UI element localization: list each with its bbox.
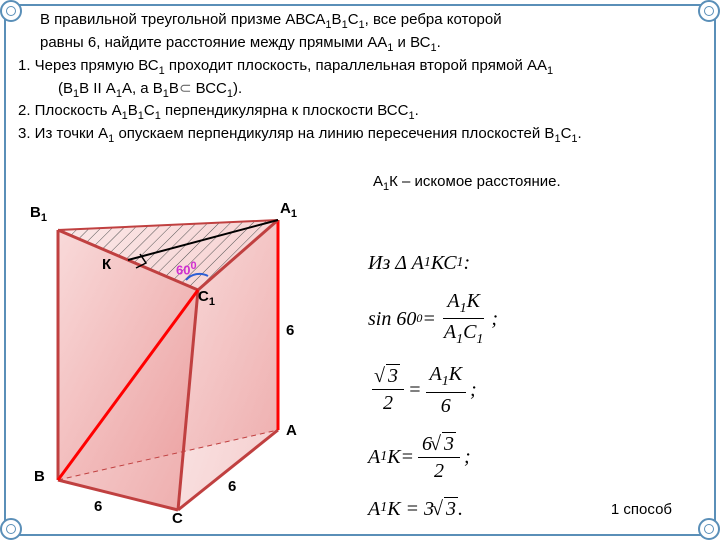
- vertex-label-b1: В1: [30, 204, 47, 224]
- text: С: [144, 102, 155, 119]
- vertex-label-a1: А1: [280, 200, 297, 220]
- text: В: [332, 11, 342, 28]
- text: С: [348, 11, 359, 28]
- text: проходит плоскость, параллельная второй …: [165, 57, 547, 74]
- text: , все ребра которой: [365, 11, 502, 28]
- math-solve: А1К = 632;: [368, 431, 698, 484]
- edge-length-6: 6: [286, 322, 294, 339]
- vertex-label-c1: С1: [198, 288, 215, 308]
- vertex-label-a: А: [286, 422, 297, 439]
- text: 3. Из точки А: [18, 125, 108, 142]
- math-substitution: 32 = А1К6;: [368, 361, 698, 418]
- text: 1. Через прямую ВС: [18, 57, 159, 74]
- math-sin-eq: sin 600 = А1КА1С1;: [368, 288, 698, 349]
- text: и ВС: [393, 34, 430, 51]
- text: ).: [233, 80, 242, 97]
- vertex-label-k: К: [102, 256, 111, 273]
- vertex-label-c: С: [172, 510, 183, 527]
- sub: 1: [547, 65, 553, 77]
- text: .: [437, 34, 441, 51]
- math-derivation: Из Δ А1КС1 : sin 600 = А1КА1С1; 32 = А1К…: [368, 250, 698, 534]
- vertex-label-b: В: [34, 468, 45, 485]
- text: В: [169, 80, 179, 97]
- text: В правильной треугольной призме АВСА: [40, 11, 325, 28]
- angle-label: 600: [176, 260, 197, 277]
- edge-length-6: 6: [94, 498, 102, 515]
- text: .: [415, 102, 419, 119]
- text: В: [128, 102, 138, 119]
- method-label: 1 способ: [611, 501, 672, 518]
- text: .: [578, 125, 582, 142]
- edge-length-6: 6: [228, 478, 236, 495]
- math-from: Из Δ А1КС1 :: [368, 250, 698, 276]
- text: равны 6, найдите расстояние между прямым…: [40, 34, 387, 51]
- text: А, а В: [122, 80, 163, 97]
- subset-icon: ⊂: [179, 80, 192, 97]
- text: В II А: [79, 80, 116, 97]
- problem-text: В правильной треугольной призме АВСА1В1С…: [18, 10, 702, 147]
- text: А: [373, 173, 383, 190]
- text: опускаем перпендикуляр на линию пересече…: [114, 125, 554, 142]
- text: перпендикулярна к плоскости ВСС: [161, 102, 409, 119]
- content-area: В правильной треугольной призме АВСА 1 В1 С…: [18, 10, 702, 530]
- text: (В: [58, 80, 73, 97]
- prism-diagram: В1 А1 К С1 А В С 6 6 6 600: [28, 210, 348, 540]
- text: К – искомое расстояние.: [389, 173, 561, 190]
- text: ВСС: [192, 80, 227, 97]
- text: 2. Плоскость А: [18, 102, 122, 119]
- text: С: [561, 125, 572, 142]
